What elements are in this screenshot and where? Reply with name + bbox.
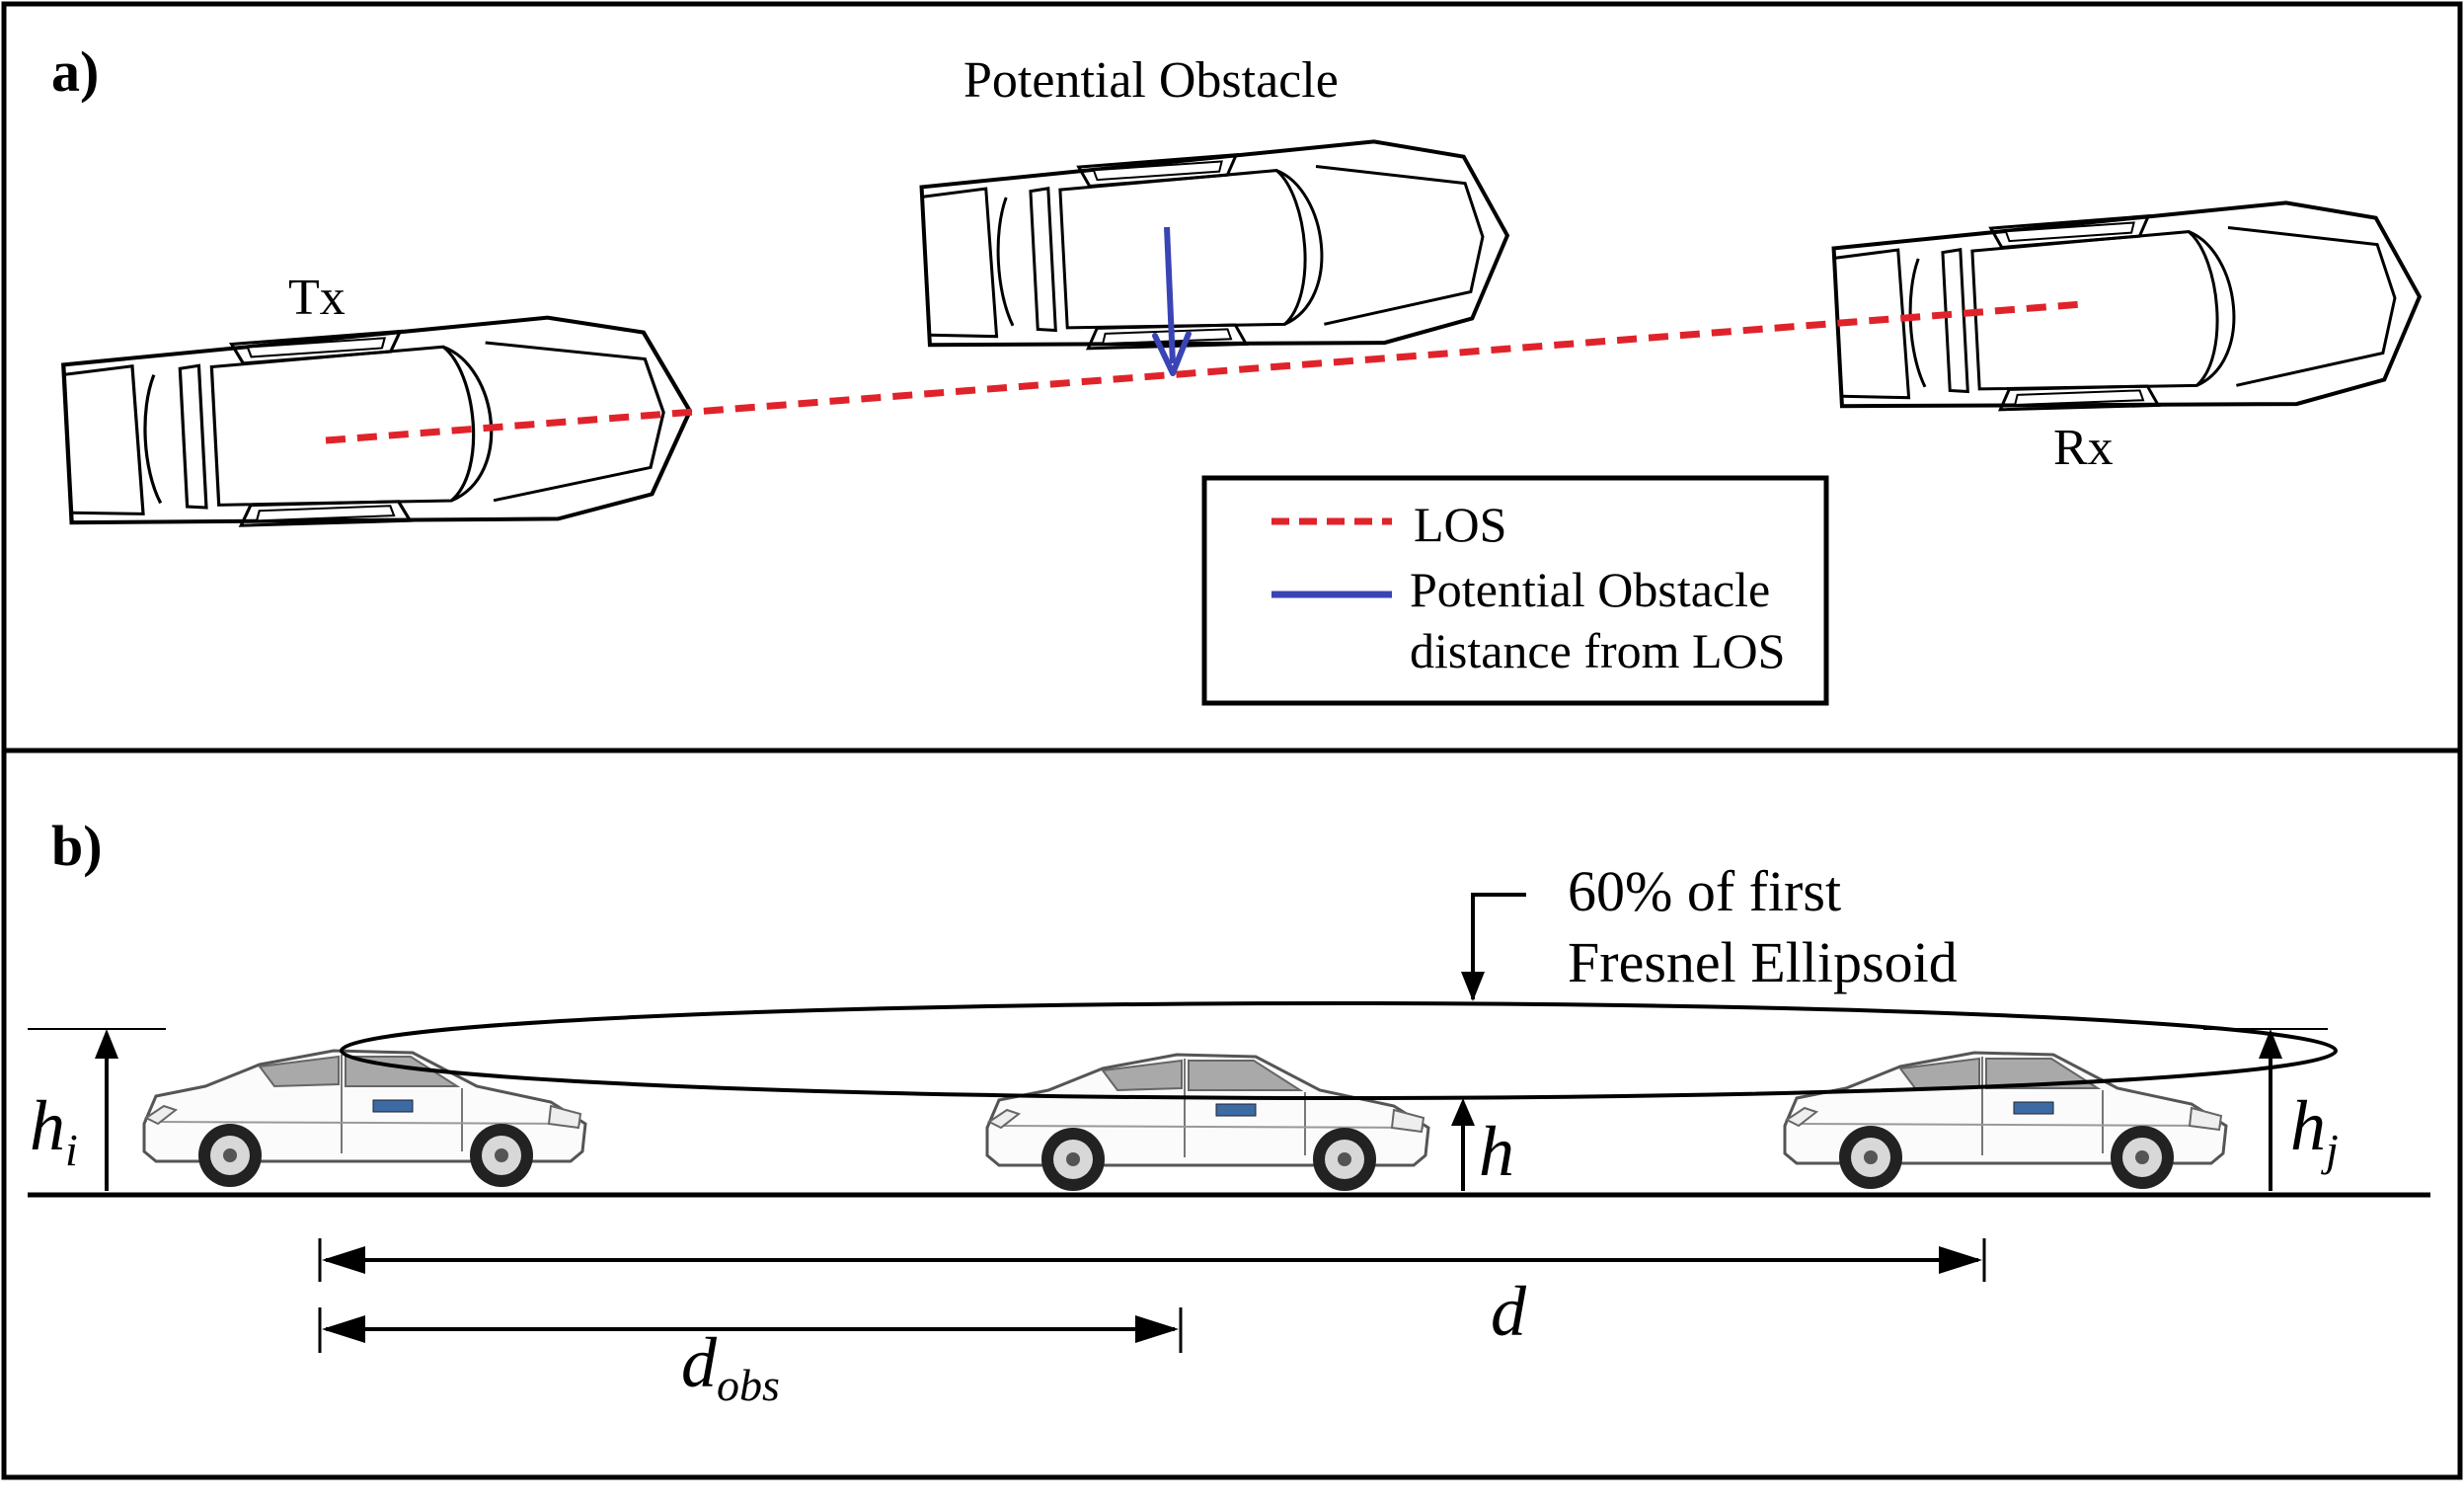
dobs-dimension-arrow [318,1307,1183,1353]
h-height-arrow [1451,1098,1475,1191]
dobs-label-sub: obs [717,1360,780,1410]
fresnel-callout-arrow [1461,893,1526,1001]
dobs-label-base: d [681,1323,718,1402]
los-line [325,300,2084,444]
rx-car-icon [1832,197,2425,429]
panel-b-label: b) [51,814,103,878]
obstacle-distance-arrow [1152,226,1192,376]
hj-label-base: h [2290,1086,2326,1165]
hj-label: hj [2290,1086,2339,1175]
tx-car-icon [62,310,695,544]
h-label: h [1479,1112,1514,1191]
fresnel-label-line1: 60% of first [1568,859,1841,923]
hi-label-sub: i [65,1125,78,1175]
d-label: d [1491,1272,1527,1351]
obstacle-car-icon [920,135,1512,367]
legend-distance-label-line1: Potential Obstacle [1410,562,1770,617]
panel-a-label: a) [51,40,99,104]
tx-label: Tx [288,270,346,326]
rx-label: Rx [2053,420,2114,476]
d-dimension-arrow [318,1238,1986,1282]
hj-height-arrow [2203,1028,2328,1191]
hi-height-arrow [28,1028,166,1191]
rx-side-car-icon [1783,1051,2228,1191]
legend: LOS Potential Obstacle distance from LOS [1201,475,1829,706]
obstacle-side-car-icon [985,1053,1430,1193]
panel-b-frame [1,748,2463,1480]
legend-los-label: LOS [1414,497,1506,552]
hj-label-sub: j [2321,1125,2339,1175]
hi-label: hi [30,1086,78,1175]
fresnel-label-line2: Fresnel Ellipsoid [1568,930,1958,994]
dobs-label: dobs [681,1323,780,1410]
legend-distance-label-line2: distance from LOS [1410,623,1785,678]
obstacle-label: Potential Obstacle [963,52,1339,109]
hi-label-base: h [30,1086,65,1165]
tx-side-car-icon [142,1049,587,1189]
fresnel-ellipsoid [340,1001,2338,1100]
